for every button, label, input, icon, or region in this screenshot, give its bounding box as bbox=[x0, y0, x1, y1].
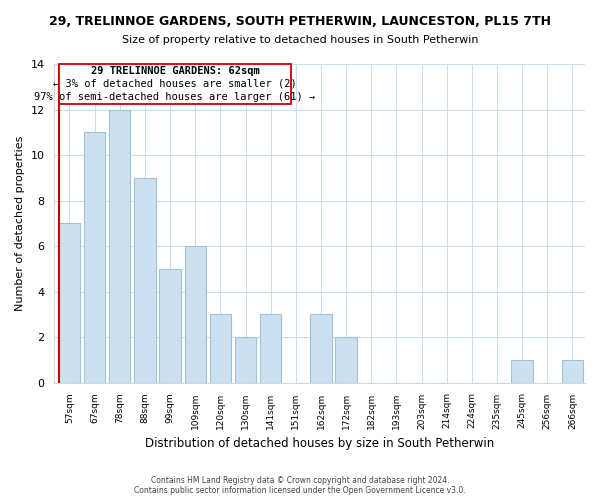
Bar bbox=[235, 337, 256, 382]
Bar bbox=[109, 110, 130, 382]
Bar bbox=[209, 314, 231, 382]
Bar bbox=[134, 178, 155, 382]
Bar bbox=[562, 360, 583, 382]
Text: Size of property relative to detached houses in South Petherwin: Size of property relative to detached ho… bbox=[122, 35, 478, 45]
Text: ← 3% of detached houses are smaller (2): ← 3% of detached houses are smaller (2) bbox=[53, 79, 297, 89]
FancyBboxPatch shape bbox=[59, 64, 291, 104]
Bar bbox=[310, 314, 332, 382]
Text: Contains HM Land Registry data © Crown copyright and database right 2024.
Contai: Contains HM Land Registry data © Crown c… bbox=[134, 476, 466, 495]
Text: 97% of semi-detached houses are larger (61) →: 97% of semi-detached houses are larger (… bbox=[34, 92, 316, 102]
X-axis label: Distribution of detached houses by size in South Petherwin: Distribution of detached houses by size … bbox=[145, 437, 494, 450]
Bar bbox=[511, 360, 533, 382]
Bar bbox=[185, 246, 206, 382]
Bar bbox=[160, 269, 181, 382]
Bar bbox=[84, 132, 106, 382]
Bar bbox=[59, 224, 80, 382]
Bar bbox=[335, 337, 357, 382]
Y-axis label: Number of detached properties: Number of detached properties bbox=[15, 136, 25, 311]
Bar bbox=[260, 314, 281, 382]
Text: 29, TRELINNOE GARDENS, SOUTH PETHERWIN, LAUNCESTON, PL15 7TH: 29, TRELINNOE GARDENS, SOUTH PETHERWIN, … bbox=[49, 15, 551, 28]
Text: 29 TRELINNOE GARDENS: 62sqm: 29 TRELINNOE GARDENS: 62sqm bbox=[91, 66, 259, 76]
